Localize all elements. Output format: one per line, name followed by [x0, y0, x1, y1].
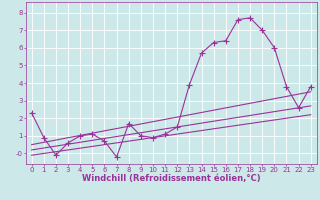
X-axis label: Windchill (Refroidissement éolien,°C): Windchill (Refroidissement éolien,°C) [82, 174, 260, 183]
